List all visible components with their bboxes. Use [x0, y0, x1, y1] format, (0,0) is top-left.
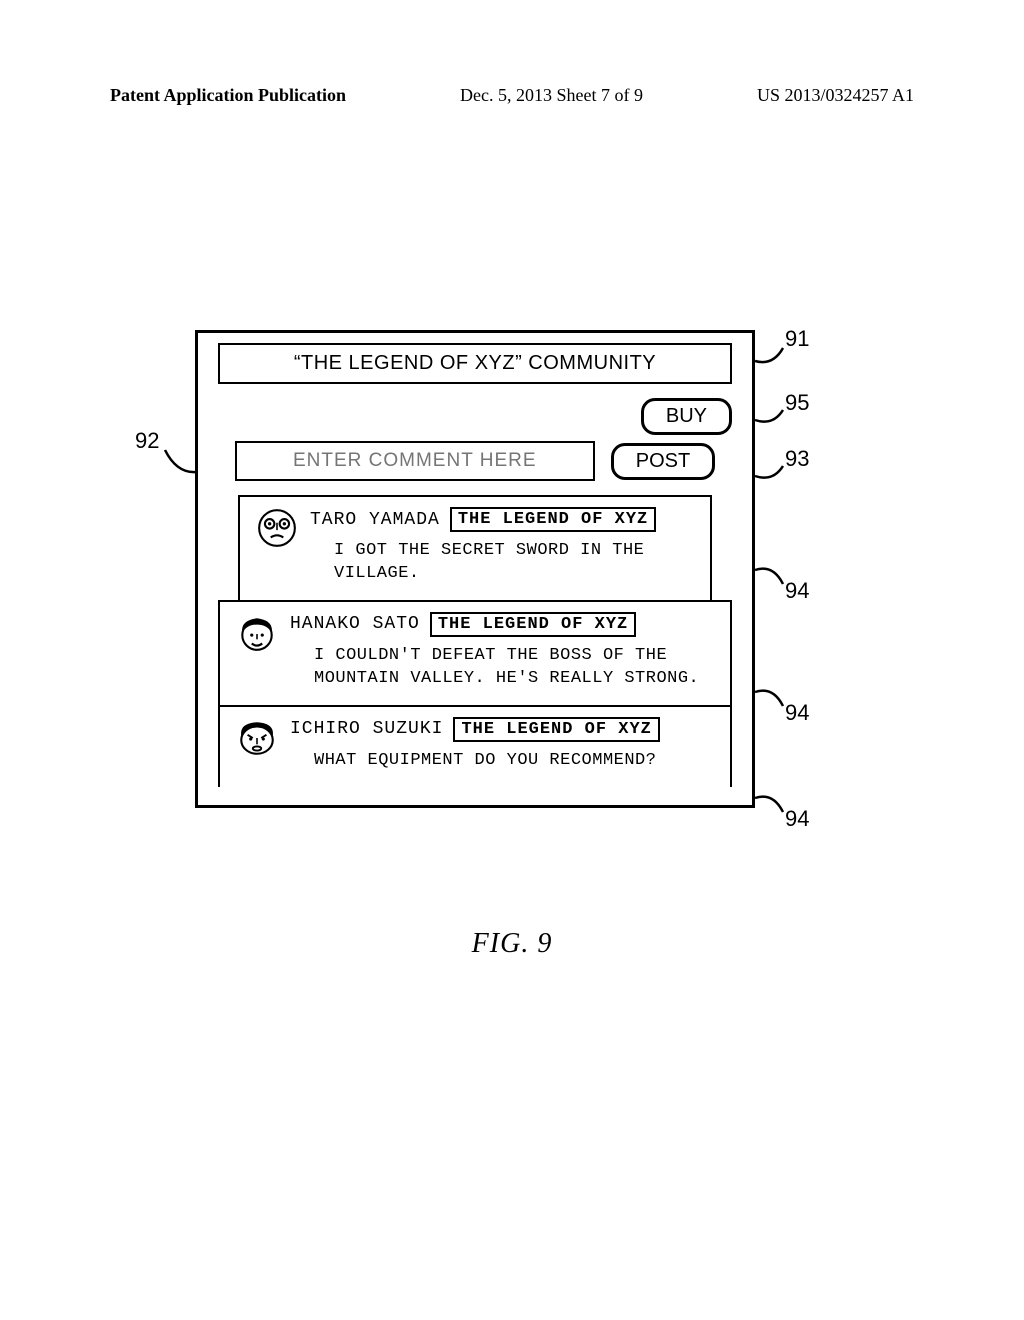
game-tag: THE LEGEND OF XYZ [430, 612, 636, 637]
posts-list: TARO YAMADA THE LEGEND OF XYZ I GOT THE … [218, 495, 732, 787]
callout-label: 94 [785, 700, 809, 726]
callout-label: 91 [785, 326, 809, 352]
post-text: I GOT THE SECRET SWORD IN THE VILLAGE. [310, 540, 694, 586]
post-body: ICHIRO SUZUKI THE LEGEND OF XYZ WHAT EQU… [290, 717, 714, 773]
post-item: TARO YAMADA THE LEGEND OF XYZ I GOT THE … [238, 495, 712, 600]
post-username: ICHIRO SUZUKI [290, 719, 443, 739]
post-button[interactable]: POST [611, 443, 715, 480]
comment-row: POST [198, 441, 752, 495]
callout-label: 95 [785, 390, 809, 416]
callout-label: 93 [785, 446, 809, 472]
post-text: I COULDN'T DEFEAT THE BOSS OF THEMOUNTAI… [290, 645, 714, 691]
page-header: Patent Application Publication Dec. 5, 2… [110, 85, 914, 106]
buy-button[interactable]: BUY [641, 398, 732, 435]
post-body: HANAKO SATO THE LEGEND OF XYZ I COULDN'T… [290, 612, 714, 691]
post-item: HANAKO SATO THE LEGEND OF XYZ I COULDN'T… [218, 600, 732, 705]
header-sheet: Dec. 5, 2013 Sheet 7 of 9 [460, 85, 643, 106]
post-text: WHAT EQUIPMENT DO YOU RECOMMEND? [290, 750, 714, 773]
post-head: HANAKO SATO THE LEGEND OF XYZ [290, 612, 714, 637]
community-title: “THE LEGEND OF XYZ” COMMUNITY [218, 343, 732, 384]
post-username: TARO YAMADA [310, 510, 440, 530]
post-username: HANAKO SATO [290, 614, 420, 634]
buy-row: BUY [198, 394, 752, 441]
post-body: TARO YAMADA THE LEGEND OF XYZ I GOT THE … [310, 507, 694, 586]
callout-label: 92 [135, 428, 159, 454]
game-tag: THE LEGEND OF XYZ [453, 717, 659, 742]
post-head: TARO YAMADA THE LEGEND OF XYZ [310, 507, 694, 532]
title-row: “THE LEGEND OF XYZ” COMMUNITY [198, 333, 752, 394]
header-publication: Patent Application Publication [110, 85, 346, 106]
header-pub-number: US 2013/0324257 A1 [757, 85, 914, 106]
post-head: ICHIRO SUZUKI THE LEGEND OF XYZ [290, 717, 714, 742]
comment-input[interactable] [235, 441, 595, 481]
avatar-icon [256, 507, 298, 549]
community-panel: “THE LEGEND OF XYZ” COMMUNITY BUY POST [195, 330, 755, 808]
post-item: ICHIRO SUZUKI THE LEGEND OF XYZ WHAT EQU… [218, 705, 732, 787]
figure-9-wrap: “THE LEGEND OF XYZ” COMMUNITY BUY POST [195, 330, 755, 808]
game-tag: THE LEGEND OF XYZ [450, 507, 656, 532]
avatar-icon [236, 612, 278, 654]
avatar-icon [236, 717, 278, 759]
figure-caption: FIG. 9 [0, 928, 1024, 960]
callout-label: 94 [785, 806, 809, 832]
callout-label: 94 [785, 578, 809, 604]
